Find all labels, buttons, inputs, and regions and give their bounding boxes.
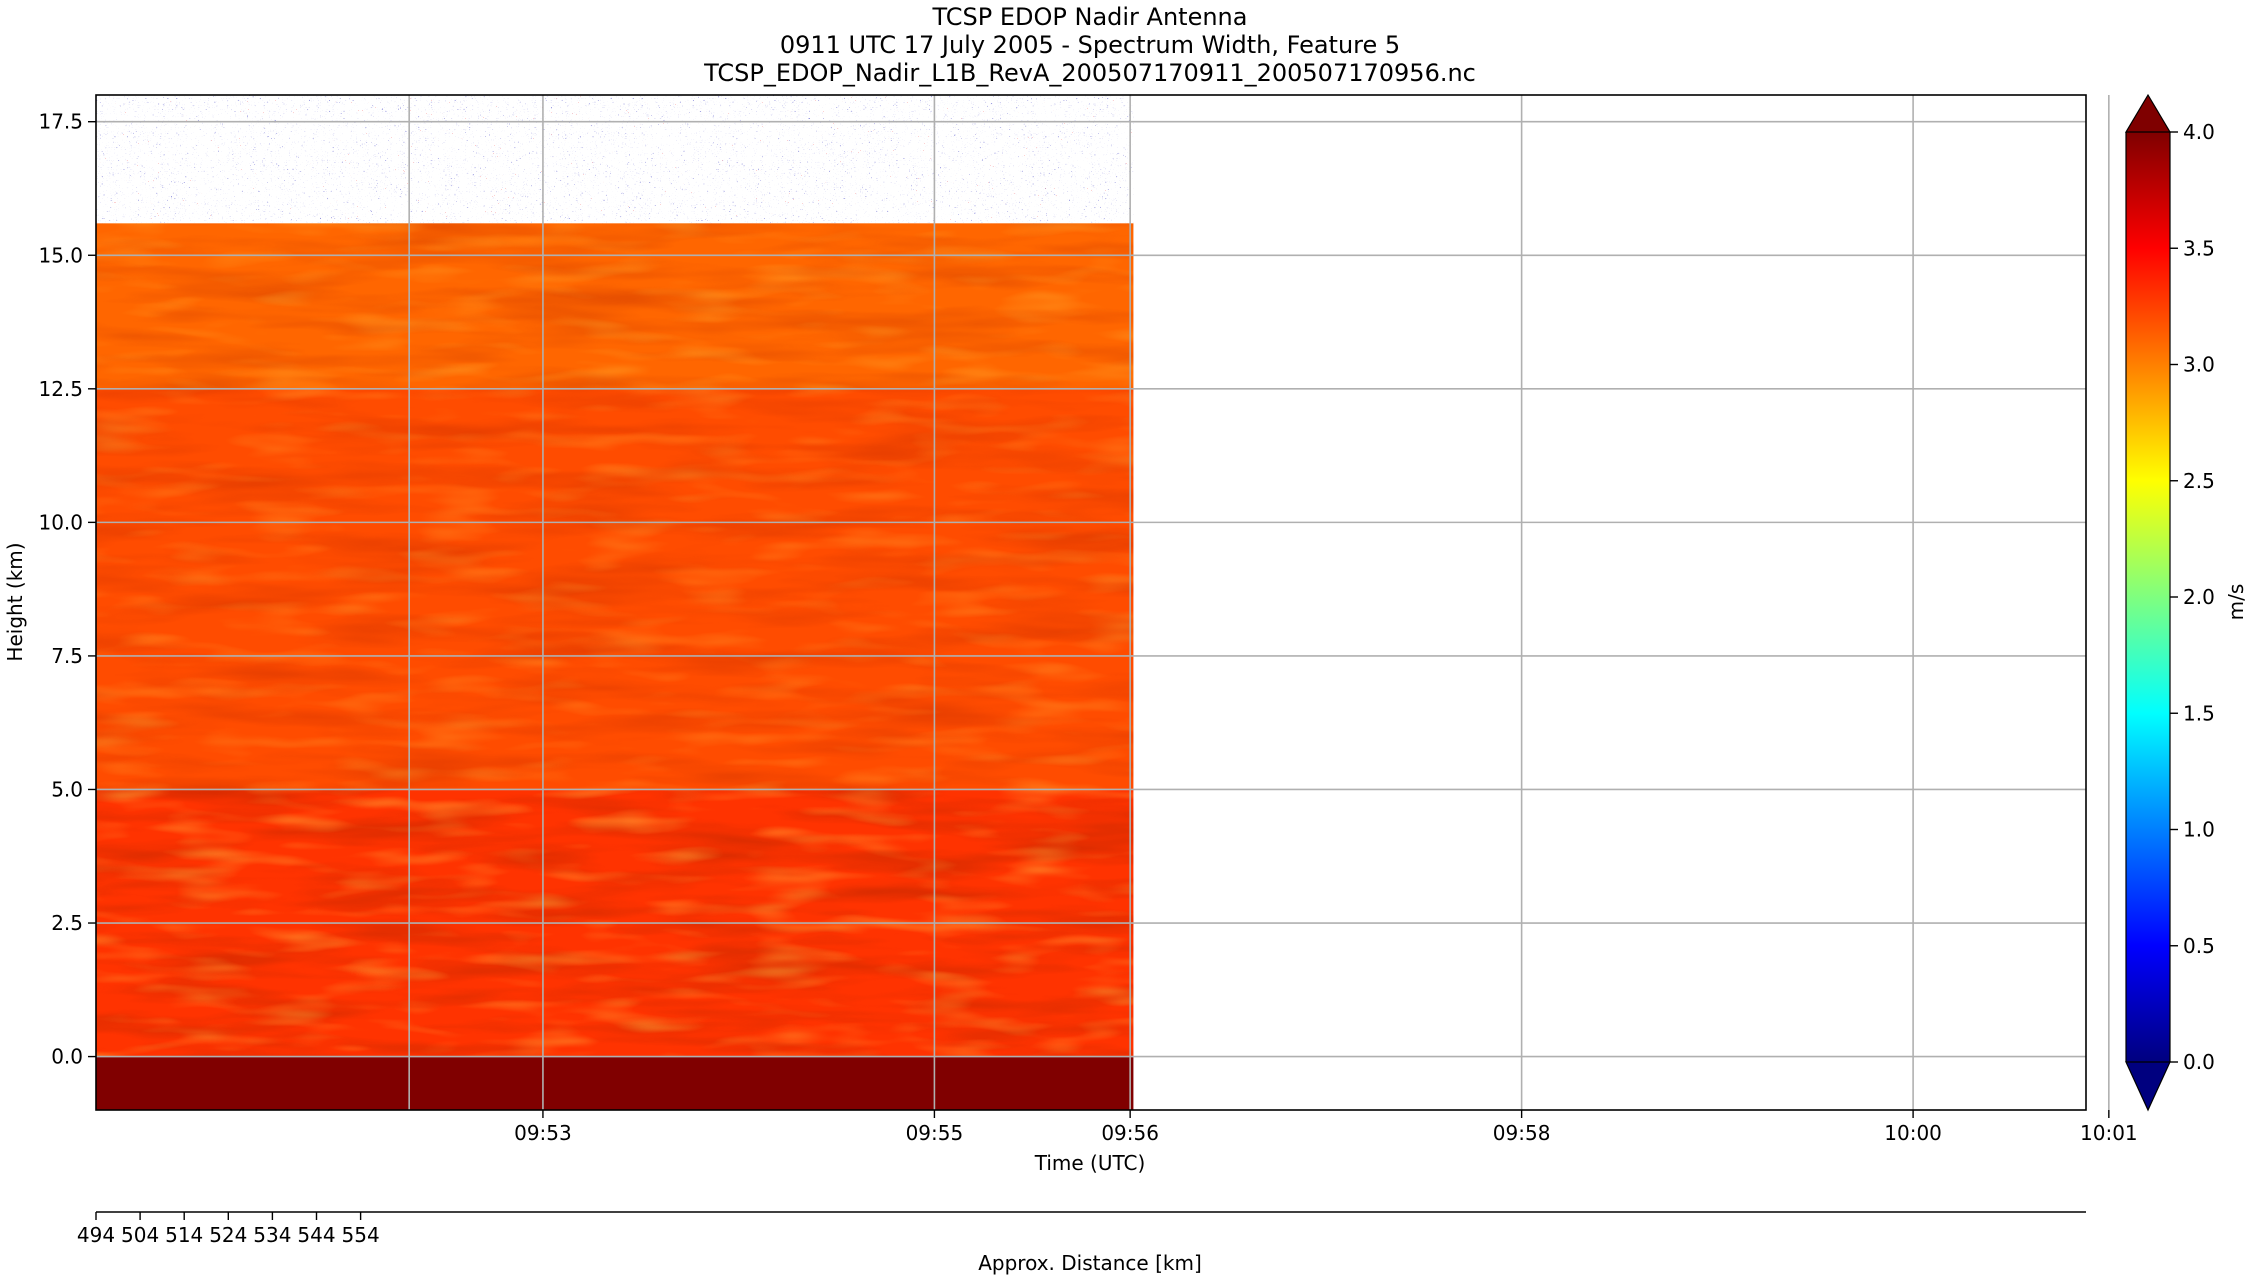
x-tick-label: 10:00 [1884,1121,1942,1145]
heatmap-layer-mid-level [96,388,1134,790]
colorbar-tick-label: 2.0 [2183,585,2215,609]
plot-area [95,94,2110,1111]
heatmap-layer-surface [96,1056,1134,1110]
colorbar-ticks: 0.0 0.5 1.0 1.5 2.0 2.5 3.0 3.5 4.0 [2170,120,2215,1074]
x-axis: 09:53 09:55 09:56 09:58 10:00 10:01 [514,1110,2138,1145]
x-tick-label: 10:01 [2080,1121,2138,1145]
colorbar-tick-label: 1.0 [2183,818,2215,842]
distance-axis: 494 504 514 524 534 544 554 [77,1211,2086,1247]
chart-title-line-3: TCSP_EDOP_Nadir_L1B_RevA_200507170911_20… [704,59,1476,87]
grid-lines [96,95,2110,1110]
chart-title-line-1: TCSP EDOP Nadir Antenna [932,3,1248,31]
y-tick-label: 5.0 [51,777,83,801]
colorbar-gradient [2126,132,2170,1062]
y-tick-label: 7.5 [51,644,83,668]
y-axis-label: Height (km) [3,542,27,661]
x-tick-label: 09:55 [906,1121,964,1145]
x-axis-label: Time (UTC) [1034,1151,1146,1175]
heatmap-layer-upper-level [96,223,1134,389]
chart-title-line-2: 0911 UTC 17 July 2005 - Spectrum Width, … [779,31,1401,59]
distance-tick-label: 494 [77,1223,115,1247]
y-tick-label: 0.0 [51,1045,83,1069]
y-tick-label: 10.0 [38,510,83,534]
x-tick-label: 09:58 [1493,1121,1551,1145]
colorbar-extend-min [2125,1061,2171,1112]
x-tick-label: 09:56 [1101,1121,1159,1145]
colorbar: 0.0 0.5 1.0 1.5 2.0 2.5 3.0 3.5 4.0 [2124,93,2215,1112]
y-tick-label: 2.5 [51,911,83,935]
distance-tick-label: 554 [342,1223,380,1247]
colorbar-tick-label: 4.0 [2183,120,2215,144]
colorbar-extend-max [2124,93,2172,133]
x-tick-label: 09:53 [514,1121,572,1145]
heatmap-layer-above-echo-noise [96,95,1134,224]
colorbar-label: m/s [2224,584,2248,621]
y-axis: 0.0 2.5 5.0 7.5 10.0 12.5 15.0 17.5 [38,110,96,1069]
y-tick-label: 12.5 [38,377,83,401]
distance-tick-label: 504 [121,1223,159,1247]
colorbar-tick-label: 0.5 [2183,934,2215,958]
distance-tick-label: 544 [297,1223,335,1247]
colorbar-tick-label: 1.5 [2183,701,2215,725]
colorbar-tick-label: 0.0 [2183,1050,2215,1074]
colorbar-tick-label: 2.5 [2183,469,2215,493]
y-tick-label: 17.5 [38,110,83,134]
colorbar-tick-label: 3.5 [2183,236,2215,260]
colorbar-tick-label: 3.0 [2183,353,2215,377]
distance-tick-label: 514 [165,1223,203,1247]
distance-tick-label: 524 [209,1223,247,1247]
distance-tick-label: 534 [253,1223,291,1247]
distance-axis-label: Approx. Distance [km] [978,1251,1202,1275]
y-tick-label: 15.0 [38,243,83,267]
spectrum-width-heatmap [96,95,1134,1110]
